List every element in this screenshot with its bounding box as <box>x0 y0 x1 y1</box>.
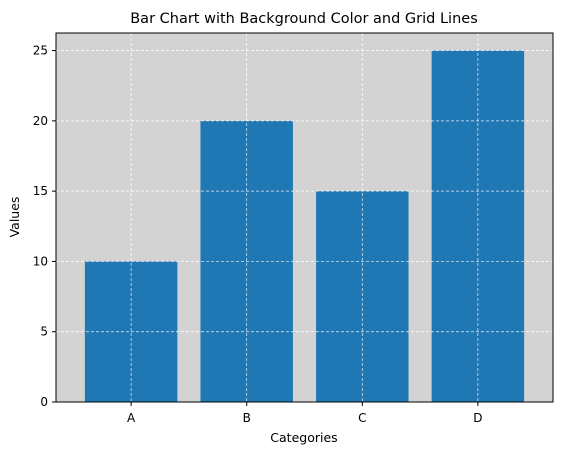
x-tick-label: D <box>473 411 482 425</box>
y-tick-label: 15 <box>33 184 48 198</box>
y-tick-label: 10 <box>33 254 48 268</box>
x-axis-ticks: A B C D <box>127 402 482 425</box>
x-axis-label: Categories <box>270 430 337 445</box>
y-axis-label: Values <box>7 197 22 238</box>
y-tick-label: 20 <box>33 114 48 128</box>
x-tick-label: C <box>358 411 366 425</box>
y-axis-ticks: 0 5 10 15 20 25 <box>33 44 56 409</box>
x-tick-label: B <box>243 411 251 425</box>
y-tick-label: 25 <box>33 44 48 58</box>
bar-C <box>316 191 409 402</box>
plot-frame <box>55 32 554 403</box>
x-tick-label: A <box>127 411 136 425</box>
y-tick-label: 0 <box>40 395 48 409</box>
chart-title: Bar Chart with Background Color and Grid… <box>130 11 478 27</box>
y-tick-label: 5 <box>40 325 48 339</box>
grid-lines-over-bars <box>56 33 553 403</box>
